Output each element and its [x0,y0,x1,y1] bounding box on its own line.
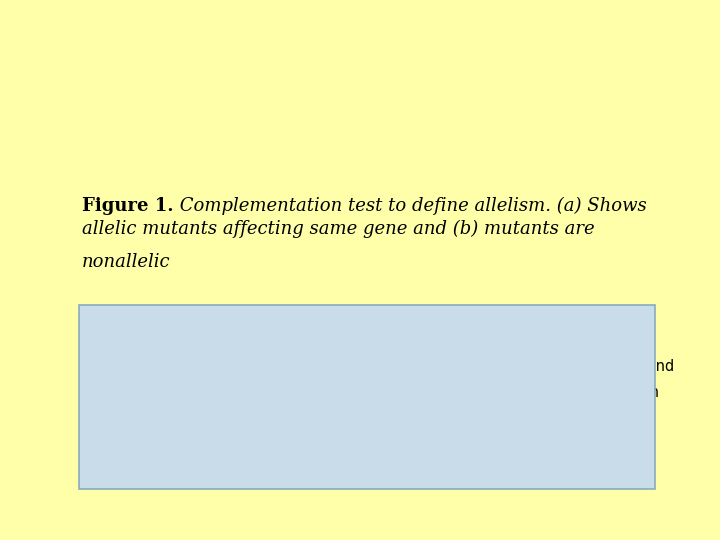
Text: Mutation rates: Mutation rates [90,322,224,338]
Text: Complementation test to define allelism. (a) Shows: Complementation test to define allelism.… [174,197,647,215]
Text: single-celled organisms, or the number of mutations that arise per gamete in: single-celled organisms, or the number o… [90,385,659,400]
Text: allelic mutants affecting same gene and (b) mutants are: allelic mutants affecting same gene and … [82,220,595,238]
Text: Figure 1.: Figure 1. [82,197,174,215]
Text: nonallelic: nonallelic [82,253,171,271]
Text: higher organisms.: higher organisms. [90,411,223,426]
Text: Mutation rate is the number of mutations that arise per division in bacteria and: Mutation rate is the number of mutations… [90,359,674,374]
